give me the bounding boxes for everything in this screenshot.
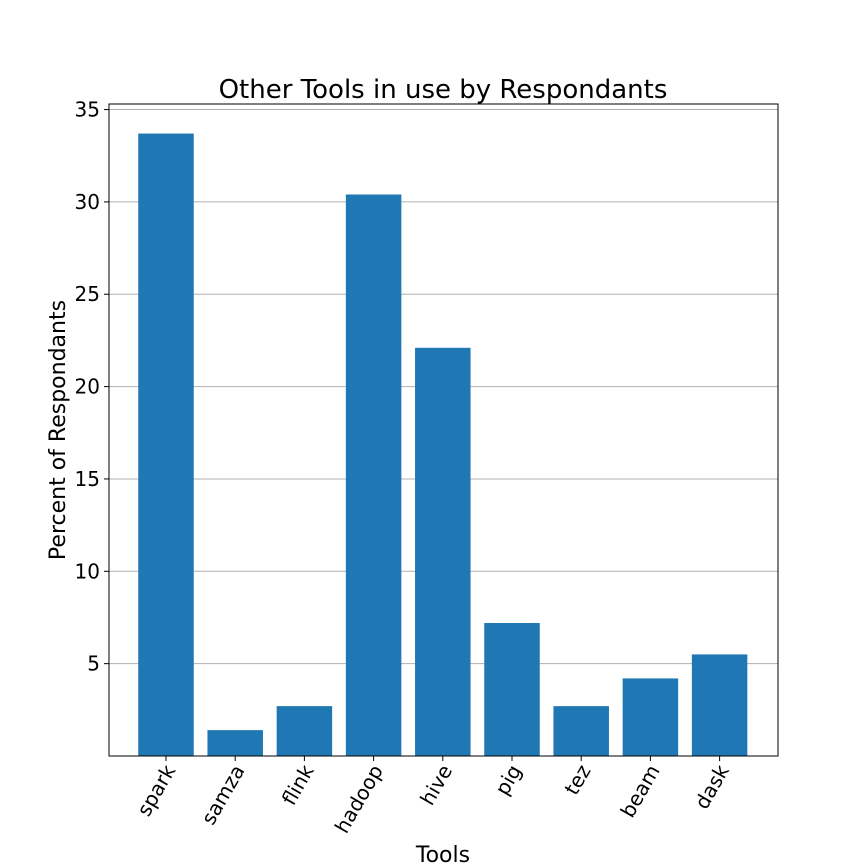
x-axis-label: Tools	[415, 843, 470, 864]
y-tick-label: 15	[75, 467, 100, 491]
x-tick-label-flink: flink	[277, 760, 319, 809]
x-tick-label-dask: dask	[690, 760, 734, 813]
plot-frame	[108, 103, 779, 757]
x-tick-label-hive: hive	[415, 761, 457, 810]
bar-hive	[415, 347, 471, 756]
x-tick-label-samza: samza	[196, 761, 249, 829]
chart-title: Other Tools in use by Respondants	[219, 75, 668, 105]
x-tick-label-spark: spark	[132, 760, 181, 820]
bar-dask	[691, 654, 748, 756]
y-axis-label: Percent of Respondants	[46, 300, 71, 560]
y-axis: 5 10 15 20 25 30 35	[75, 98, 109, 676]
x-axis: spark samza flink hadoop hive pig tez beam dask	[132, 756, 734, 837]
y-tick-label: 20	[75, 375, 100, 399]
bar-flink	[276, 706, 333, 756]
y-tick-label: 35	[75, 98, 100, 122]
y-tick-label: 5	[87, 652, 100, 676]
bar-tez	[553, 706, 609, 756]
x-tick-label-beam: beam	[616, 761, 665, 822]
bar-pig	[484, 623, 540, 756]
y-tick-label: 10	[75, 559, 100, 583]
x-tick-label-hadoop: hadoop	[330, 761, 388, 838]
bar-spark	[138, 133, 194, 756]
x-tick-label-pig: pig	[490, 761, 526, 800]
bars	[138, 133, 748, 756]
bar-samza	[207, 730, 263, 756]
bar-beam	[622, 678, 679, 756]
y-tick-label: 25	[75, 282, 100, 306]
y-tick-label: 30	[75, 190, 100, 214]
bar-hadoop	[345, 194, 402, 756]
x-tick-label-tez: tez	[559, 761, 595, 800]
